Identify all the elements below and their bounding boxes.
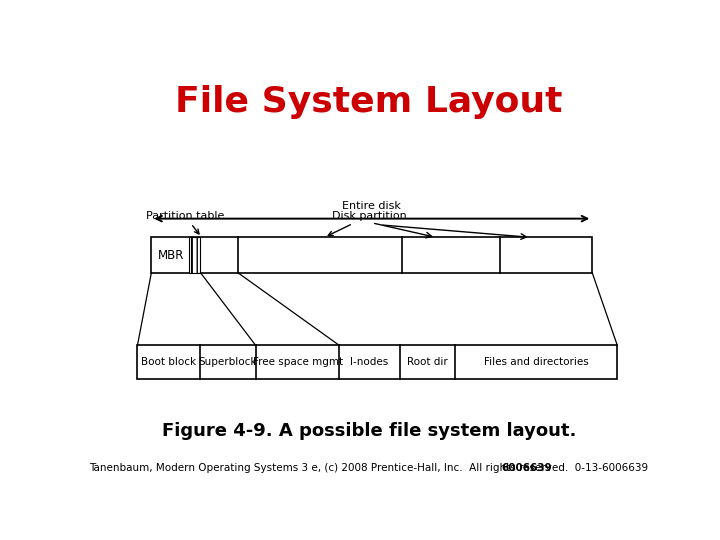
Text: Free space mgmt: Free space mgmt [253,357,343,367]
Text: File System Layout: File System Layout [175,85,563,119]
Text: I-nodes: I-nodes [351,357,389,367]
Text: Files and directories: Files and directories [484,357,589,367]
Text: Figure 4-9. A possible file system layout.: Figure 4-9. A possible file system layou… [162,422,576,440]
Text: Tanenbaum, Modern Operating Systems 3 e, (c) 2008 Prentice-Hall, Inc.  All right: Tanenbaum, Modern Operating Systems 3 e,… [89,463,649,473]
Text: Entire disk: Entire disk [342,201,401,211]
Bar [189,238,200,273]
Text: Partition table: Partition table [145,211,224,234]
Text: Root dir: Root dir [408,357,448,367]
Text: Boot block: Boot block [141,357,197,367]
Text: 6006639: 6006639 [501,463,552,473]
Bar [138,346,617,379]
Text: Disk partition: Disk partition [328,211,406,235]
Bar [151,238,593,273]
Text: MBR: MBR [158,248,184,261]
Text: Superblock: Superblock [199,357,257,367]
